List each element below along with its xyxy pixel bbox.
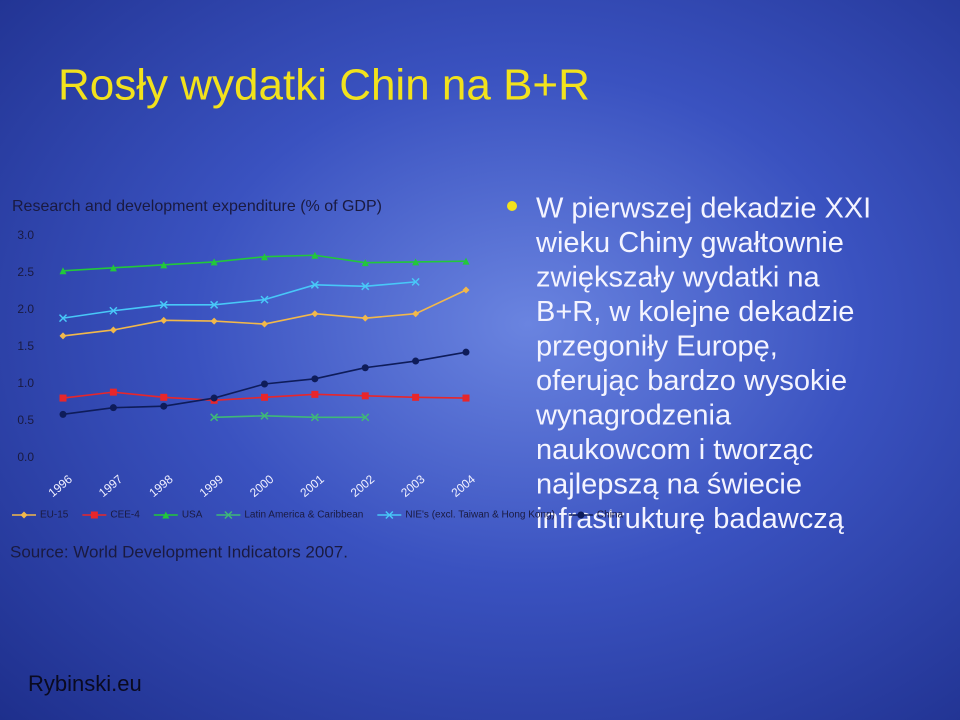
footer: Rybinski.eu bbox=[28, 671, 142, 696]
legend-label: EU-15 bbox=[40, 510, 69, 521]
y-tick-label: 0.0 bbox=[17, 450, 34, 464]
marker bbox=[59, 410, 67, 418]
marker bbox=[411, 277, 420, 286]
marker bbox=[59, 332, 67, 340]
bullet-dot bbox=[507, 201, 517, 211]
y-tick-label: 1.0 bbox=[17, 376, 34, 390]
bullet-line: B+R, w kolejne dekadzie bbox=[536, 296, 854, 328]
marker bbox=[58, 314, 68, 323]
marker bbox=[224, 510, 233, 520]
bullet-line: W pierwszej dekadzie XXI bbox=[536, 193, 871, 225]
marker bbox=[462, 394, 470, 402]
chart-title: Research and development expenditure (% … bbox=[12, 198, 382, 215]
marker bbox=[412, 393, 420, 401]
marker bbox=[109, 404, 117, 412]
marker bbox=[361, 259, 369, 267]
marker bbox=[311, 390, 319, 398]
marker bbox=[210, 258, 218, 266]
marker bbox=[261, 393, 268, 401]
legend-label: CEE-4 bbox=[110, 510, 140, 521]
marker bbox=[160, 402, 168, 410]
x-tick-label: 2001 bbox=[297, 472, 327, 500]
marker bbox=[109, 264, 117, 272]
marker bbox=[210, 300, 219, 309]
bullet-line: oferując bardzo wysokie bbox=[536, 365, 847, 397]
y-tick-label: 2.5 bbox=[17, 265, 34, 279]
source: Source: World Development Indicators 200… bbox=[10, 542, 348, 561]
marker bbox=[361, 364, 369, 372]
marker bbox=[162, 511, 170, 519]
legend-label: Latin America & Caribbean bbox=[244, 510, 363, 521]
bullet-line: wynagrodzenia bbox=[535, 400, 732, 432]
marker bbox=[462, 257, 470, 265]
marker bbox=[59, 267, 67, 275]
series-line bbox=[62, 289, 467, 337]
legend-label: China bbox=[597, 510, 624, 521]
x-tick-label: 2000 bbox=[247, 472, 277, 500]
x-tick-label: 2004 bbox=[449, 472, 479, 500]
marker bbox=[311, 375, 319, 383]
x-tick-label: 1999 bbox=[197, 472, 227, 500]
marker bbox=[109, 326, 117, 334]
bullet-line: wieku Chiny gwałtownie bbox=[535, 227, 844, 259]
marker bbox=[160, 316, 168, 324]
marker bbox=[412, 357, 420, 365]
marker bbox=[361, 282, 370, 291]
marker bbox=[20, 511, 28, 519]
marker bbox=[577, 511, 585, 519]
series-line bbox=[62, 281, 416, 319]
y-tick-label: 1.5 bbox=[17, 339, 34, 353]
y-tick-label: 0.5 bbox=[17, 413, 34, 427]
marker bbox=[90, 511, 98, 519]
marker bbox=[361, 413, 370, 422]
marker bbox=[261, 320, 268, 328]
marker bbox=[260, 295, 269, 304]
x-tick-label: 1998 bbox=[146, 472, 176, 500]
x-tick-label: 1997 bbox=[96, 472, 126, 500]
marker bbox=[311, 310, 319, 318]
marker bbox=[412, 310, 420, 318]
bullet-line: naukowcom i tworząc bbox=[536, 434, 813, 466]
bullet-line: infrastrukturę badawczą bbox=[536, 503, 845, 535]
marker bbox=[361, 314, 369, 322]
marker bbox=[310, 413, 319, 422]
marker bbox=[159, 300, 168, 309]
marker bbox=[109, 306, 118, 315]
marker bbox=[109, 388, 117, 396]
marker bbox=[311, 251, 319, 259]
bullet-line: zwiększały wydatki na bbox=[536, 262, 821, 294]
x-tick-label: 2002 bbox=[348, 472, 378, 500]
marker bbox=[462, 348, 470, 356]
marker bbox=[210, 317, 218, 325]
marker bbox=[260, 411, 269, 420]
slide-title: Rosły wydatki Chin na B+R bbox=[58, 61, 590, 110]
marker bbox=[261, 253, 268, 261]
marker bbox=[310, 280, 319, 289]
bullet-line: przegoniły Europę, bbox=[536, 331, 778, 363]
bullet-line: najlepszą na świecie bbox=[536, 469, 802, 501]
marker bbox=[361, 392, 369, 400]
x-tick-label: 1996 bbox=[46, 472, 76, 500]
series-line bbox=[214, 415, 366, 419]
marker bbox=[210, 394, 218, 402]
marker bbox=[59, 394, 67, 402]
marker bbox=[412, 258, 420, 266]
y-tick-label: 3.0 bbox=[17, 228, 34, 242]
marker bbox=[160, 261, 168, 269]
marker bbox=[385, 510, 394, 520]
marker bbox=[462, 286, 470, 294]
marker bbox=[160, 393, 168, 401]
legend-label: NIE's (excl. Taiwan & Hong Kong) bbox=[405, 510, 555, 521]
marker bbox=[210, 413, 219, 422]
marker bbox=[261, 380, 268, 388]
y-tick-label: 2.0 bbox=[17, 302, 34, 316]
legend-label: USA bbox=[182, 510, 203, 521]
x-tick-label: 2003 bbox=[398, 472, 428, 500]
